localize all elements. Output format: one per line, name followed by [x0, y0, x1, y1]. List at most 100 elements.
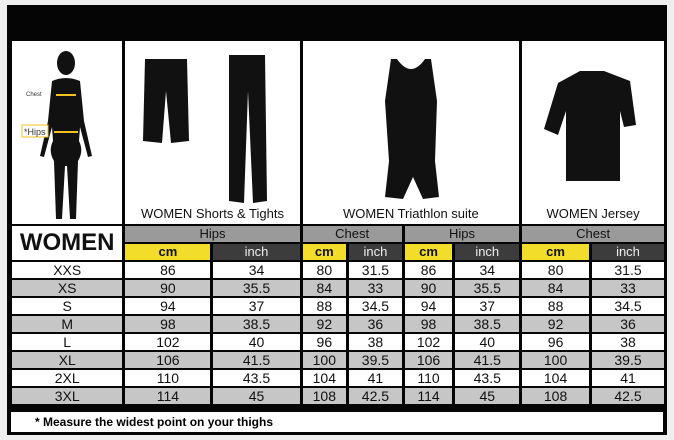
inch-cell: 35.5	[455, 280, 520, 296]
cm-cell: 106	[125, 352, 211, 368]
cm-cell: 108	[302, 388, 347, 404]
size-cell: 2XL	[12, 370, 123, 386]
unit-inch: inch	[349, 244, 402, 260]
footnote-text: * Measure the widest point on your thigh…	[35, 415, 274, 429]
shorts-tights-icon	[143, 55, 268, 203]
cm-cell: 104	[302, 370, 347, 386]
inch-cell: 41	[349, 370, 402, 386]
cm-cell: 94	[404, 298, 453, 314]
measure-header: Hips	[404, 226, 520, 242]
inch-cell: 36	[592, 316, 664, 332]
inch-cell: 31.5	[592, 262, 664, 278]
inch-cell: 37	[455, 298, 520, 314]
cm-cell: 102	[404, 334, 453, 350]
cm-cell: 98	[125, 316, 211, 332]
cm-cell: 100	[302, 352, 347, 368]
inch-cell: 38.5	[213, 316, 300, 332]
cm-cell: 106	[404, 352, 453, 368]
cm-cell: 110	[125, 370, 211, 386]
triathlon-suit-icon	[384, 59, 439, 199]
inch-cell: 38	[592, 334, 664, 350]
inch-cell: 43.5	[455, 370, 520, 386]
woman-silhouette-icon: Chest *Hips	[21, 51, 92, 219]
cm-cell: 98	[404, 316, 453, 332]
unit-cm: cm	[404, 244, 453, 260]
inch-cell: 35.5	[213, 280, 300, 296]
shorts-tights-panel: WOMEN Shorts & Tights	[125, 41, 300, 224]
size-table: Chest *Hips WOMEN Shorts & Tights WOMEN …	[9, 39, 667, 406]
unit-cm: cm	[125, 244, 211, 260]
size-cell: XS	[12, 280, 123, 296]
inch-cell: 33	[349, 280, 402, 296]
inch-cell: 41.5	[213, 352, 300, 368]
product-label: WOMEN Shorts & Tights	[140, 206, 284, 221]
triathlon-suit-panel: WOMEN Triathlon suite	[302, 41, 520, 224]
body-measure-figure: Chest *Hips	[12, 41, 123, 224]
inch-cell: 31.5	[349, 262, 402, 278]
header-bar	[7, 5, 667, 39]
product-label: WOMEN Triathlon suite	[342, 206, 479, 221]
jersey-icon	[544, 71, 637, 181]
table-row: L 102 40 96 38 102 40 96 38	[12, 334, 664, 350]
table-row: M 98 38.5 92 36 98 38.5 92 36	[12, 316, 664, 332]
inch-cell: 38	[349, 334, 402, 350]
measure-header: Chest	[522, 226, 664, 242]
table-row: S 94 37 88 34.5 94 37 88 34.5	[12, 298, 664, 314]
measure-header: Chest	[302, 226, 402, 242]
unit-inch: inch	[213, 244, 300, 260]
cm-cell: 108	[522, 388, 589, 404]
inch-cell: 37	[213, 298, 300, 314]
unit-cm: cm	[522, 244, 589, 260]
inch-cell: 39.5	[592, 352, 664, 368]
inch-cell: 45	[455, 388, 520, 404]
cm-cell: 80	[302, 262, 347, 278]
inch-cell: 45	[213, 388, 300, 404]
product-label: WOMEN Jersey	[546, 206, 640, 221]
inch-cell: 40	[455, 334, 520, 350]
size-chart: Chest *Hips WOMEN Shorts & Tights WOMEN …	[7, 5, 667, 435]
size-cell: L	[12, 334, 123, 350]
cm-cell: 80	[522, 262, 589, 278]
cm-cell: 92	[522, 316, 589, 332]
cm-cell: 86	[125, 262, 211, 278]
table-row: 3XL 114 45 108 42.5 114 45 108 42.5	[12, 388, 664, 404]
inch-cell: 40	[213, 334, 300, 350]
inch-cell: 42.5	[592, 388, 664, 404]
cm-cell: 114	[125, 388, 211, 404]
cm-cell: 96	[522, 334, 589, 350]
cm-cell: 84	[302, 280, 347, 296]
gender-title: WOMEN	[12, 226, 123, 260]
cm-cell: 88	[302, 298, 347, 314]
inch-cell: 38.5	[455, 316, 520, 332]
cm-cell: 96	[302, 334, 347, 350]
cm-cell: 110	[404, 370, 453, 386]
cm-cell: 94	[125, 298, 211, 314]
inch-cell: 33	[592, 280, 664, 296]
inch-cell: 34.5	[349, 298, 402, 314]
unit-cm: cm	[302, 244, 347, 260]
inch-cell: 39.5	[349, 352, 402, 368]
inch-cell: 34	[213, 262, 300, 278]
unit-inch: inch	[592, 244, 664, 260]
svg-text:Chest: Chest	[26, 92, 42, 98]
cm-cell: 84	[522, 280, 589, 296]
cm-cell: 88	[522, 298, 589, 314]
size-cell: 3XL	[12, 388, 123, 404]
jersey-panel: WOMEN Jersey	[522, 41, 664, 224]
cm-cell: 92	[302, 316, 347, 332]
cm-cell: 102	[125, 334, 211, 350]
svg-text:*Hips: *Hips	[24, 127, 46, 137]
measure-header: Hips	[125, 226, 300, 242]
size-cell: S	[12, 298, 123, 314]
cm-cell: 90	[125, 280, 211, 296]
footnote: * Measure the widest point on your thigh…	[11, 412, 663, 432]
inch-cell: 34	[455, 262, 520, 278]
table-row: XS 90 35.5 84 33 90 35.5 84 33	[12, 280, 664, 296]
table-row: XL 106 41.5 100 39.5 106 41.5 100 39.5	[12, 352, 664, 368]
inch-cell: 42.5	[349, 388, 402, 404]
unit-inch: inch	[455, 244, 520, 260]
table-row: 2XL 110 43.5 104 41 110 43.5 104 41	[12, 370, 664, 386]
inch-cell: 43.5	[213, 370, 300, 386]
inch-cell: 41.5	[455, 352, 520, 368]
size-cell: XL	[12, 352, 123, 368]
